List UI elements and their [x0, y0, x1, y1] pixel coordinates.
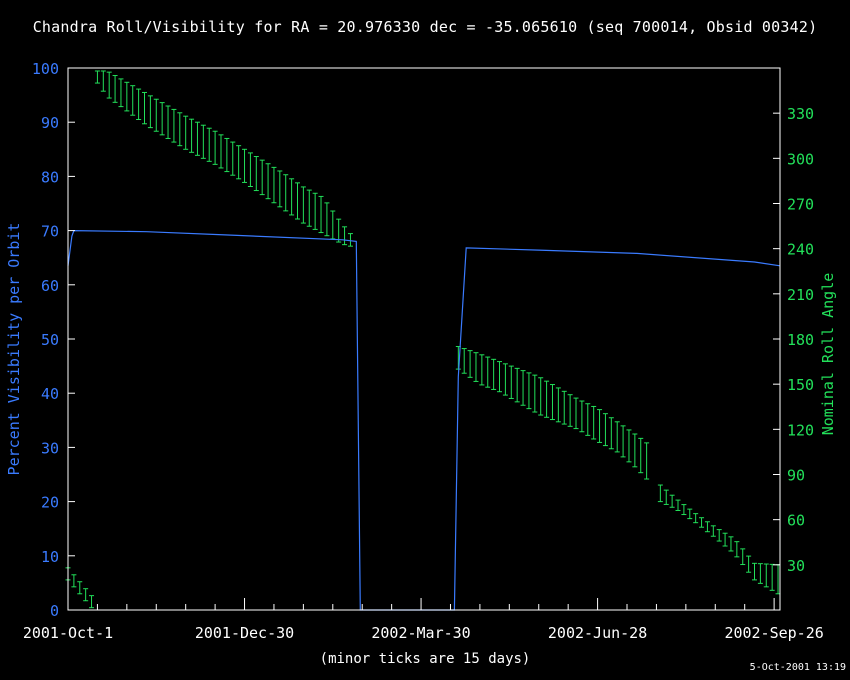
y-tick-label: 40 [41, 385, 59, 403]
y2-tick-label: 300 [787, 150, 814, 168]
y-tick-label: 70 [41, 223, 59, 241]
y2-tick-label: 240 [787, 241, 814, 259]
y2-axis-title: Nominal Roll Angle [819, 273, 837, 436]
y-tick-label: 50 [41, 331, 59, 349]
y-tick-label: 0 [50, 602, 59, 620]
y-tick-label: 10 [41, 548, 59, 566]
x-tick-label: 2002-Jun-28 [548, 624, 647, 642]
y2-tick-label: 30 [787, 557, 805, 575]
roll-angle-errorbars [65, 70, 781, 609]
plot-frame [67, 67, 781, 611]
visibility-line [67, 229, 781, 611]
axes: 0 10 20 30 40 50 60 70 80 90 100 30 60 90 120 150 180 210… [5, 60, 837, 642]
y2-tick-label: 270 [787, 196, 814, 214]
y2-tick-label: 210 [787, 286, 814, 304]
x-axis-note: (minor ticks are 15 days) [319, 651, 531, 667]
y-tick-label: 100 [32, 60, 59, 78]
x-tick-label: 2001-Oct-1 [23, 624, 113, 642]
x-tick-label: 2001-Dec-30 [195, 624, 294, 642]
y2-tick-label: 60 [787, 512, 805, 530]
y2-tick-label: 180 [787, 331, 814, 349]
y-axis-title: Percent Visibility per Orbit [5, 223, 23, 476]
y-tick-label: 20 [41, 494, 59, 512]
chart-title: Chandra Roll/Visibility for RA = 20.9763… [32, 18, 818, 36]
x-tick-label: 2002-Sep-26 [724, 624, 823, 642]
y2-tick-label: 330 [787, 105, 814, 123]
y2-tick-label: 150 [787, 376, 814, 394]
x-tick-label: 2002-Mar-30 [371, 624, 470, 642]
y-tick-label: 90 [41, 114, 59, 132]
y2-tick-label: 120 [787, 421, 814, 439]
timestamp: 5-Oct-2001 13:19 [749, 662, 846, 673]
y-tick-label: 80 [41, 168, 59, 186]
y-tick-label: 60 [41, 277, 59, 295]
y2-tick-label: 90 [787, 467, 805, 485]
y-tick-label: 30 [41, 439, 59, 457]
